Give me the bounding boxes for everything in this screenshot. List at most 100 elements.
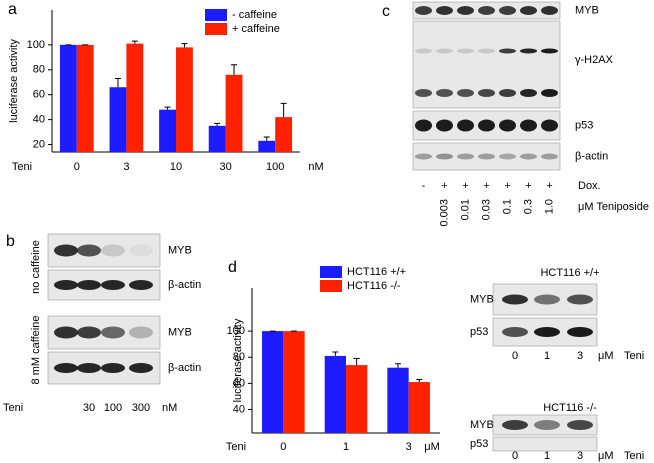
y-tick-label: 80 [33,64,45,76]
blot-band [415,119,432,132]
bar [225,74,243,152]
blot-band [457,119,474,132]
blot-band [101,326,125,339]
blot-band [520,6,537,15]
condition-label: no caffeine [30,240,42,294]
blot-band [478,153,495,160]
blot-band [436,6,453,15]
lane-label: 0 [512,450,518,462]
row-label: MYB [470,419,494,431]
row-label: p53 [575,119,593,131]
panel-label: d [228,259,237,276]
blot-band [499,153,516,160]
legend-swatch [320,266,342,278]
blot-band [77,244,101,257]
blot-band [436,119,453,132]
x-axis-label: Teni [3,402,23,414]
blot-title: HCT116 -/- [543,402,597,414]
row-label: MYB [575,4,599,16]
error-bar [263,136,270,141]
row-label: MYB [168,244,192,256]
blot-band [567,327,593,337]
error-bar [280,102,287,118]
x-unit: μM [598,350,614,362]
legend-label: HCT116 -/- [347,280,401,292]
blot-band [478,6,495,15]
legend-label: + caffeine [232,23,280,35]
y-tick-label: 20 [33,138,45,150]
blot-band [129,244,153,257]
bar [408,382,430,433]
y-tick-label: 40 [33,114,45,126]
blot-band [54,244,78,257]
lane-label: 30 [83,402,95,414]
bar [346,365,368,433]
row-label: p53 [470,438,488,450]
blot-band [415,48,432,54]
lane-label: 1 [544,450,550,462]
blot-band [436,48,453,54]
blot-band [499,6,516,15]
x-tick-label: 100 [266,161,284,173]
blot-band [54,280,78,290]
blot-band [502,294,528,305]
row-label: MYB [470,293,494,305]
blot-band [54,363,78,373]
blot-band [415,153,432,160]
dox-mark: + [441,180,447,192]
panel-label: c [382,3,390,20]
lane-label: 300 [132,402,150,414]
error-bar [416,378,423,383]
bar [275,117,293,152]
dox-mark: + [504,180,510,192]
y-tick-label: 60 [33,89,45,101]
blot-band [478,48,495,54]
blot-band [499,48,516,54]
legend-swatch [320,280,342,292]
blot-band [499,89,516,97]
blot-band [457,48,474,54]
blot-band [478,89,495,97]
dose-label: 1.0 [543,199,555,214]
error-bar [214,122,221,126]
blot-band [567,294,593,305]
blot-band [415,89,432,97]
blot-strip [492,436,598,452]
y-tick-label: 100 [227,325,245,337]
dose-label: 0.3 [522,199,534,214]
blot-band [567,420,593,430]
condition-label: 8 mM caffeine [30,316,42,385]
error-bar [231,64,238,75]
bar [283,331,305,433]
legend-label: HCT116 +/+ [347,266,406,278]
dox-mark: + [462,180,468,192]
blot-band [101,244,125,257]
dose-label: 0.003 [438,199,450,227]
dose-label: 0.03 [480,199,492,220]
blot-band [502,327,528,337]
bar [59,44,77,152]
blot-band [541,48,558,54]
blot-band [534,420,560,430]
bar [109,87,127,152]
x-tick-label: 30 [219,161,231,173]
row-label: p53 [470,326,488,338]
x-unit: nM [308,161,323,173]
lane-label: 100 [104,402,122,414]
blot-band [502,420,528,430]
bar [262,331,284,433]
blot-band [101,363,125,373]
panel-label: a [8,1,17,18]
x-unit: μM [424,441,440,453]
blot-band [77,363,101,373]
y-tick-label: 100 [27,39,45,51]
legend-label: - caffeine [232,9,277,21]
y-tick-label: 80 [233,351,245,363]
lane-label: 3 [577,450,583,462]
error-bar [164,106,171,110]
dox-mark: + [546,180,552,192]
bar [208,125,226,152]
x-tick-label: 10 [170,161,182,173]
bar [324,355,346,433]
